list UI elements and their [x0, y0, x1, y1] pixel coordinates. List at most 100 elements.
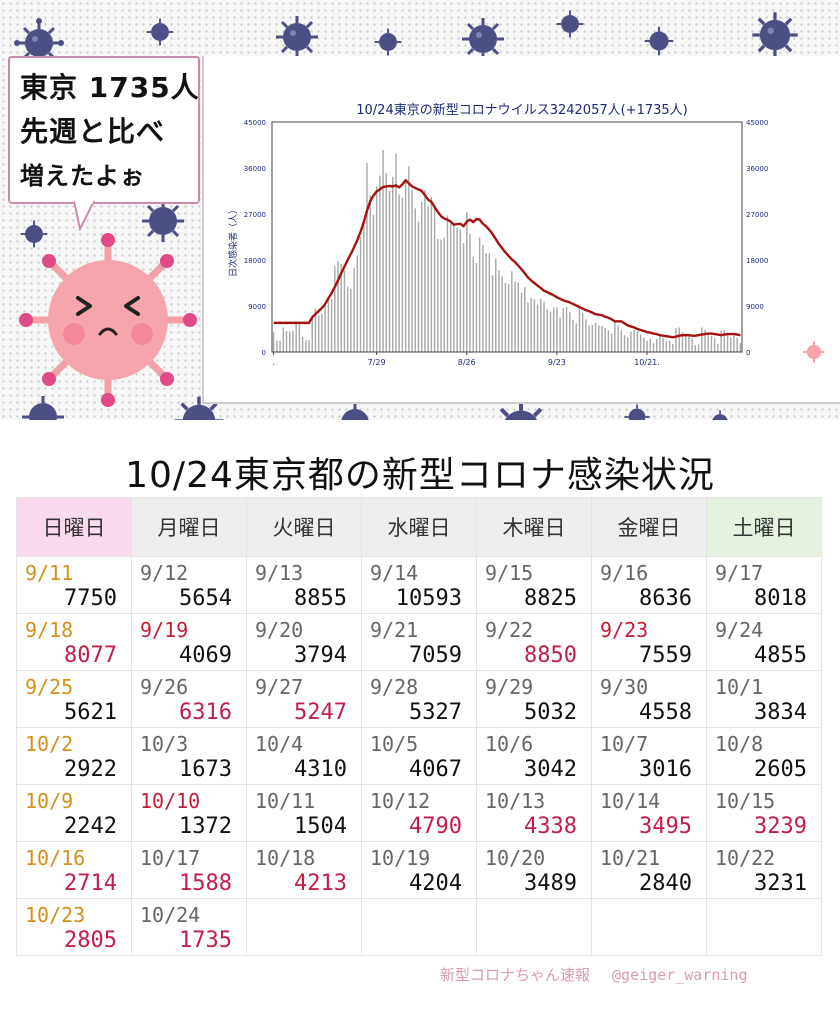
- table-row: 10/2 2922 10/3 1673 10/4 4310 10/5 4067 10/6 3042…: [16, 727, 822, 785]
- bar: [643, 337, 645, 352]
- bar: [321, 314, 323, 352]
- day-cell: 10/6 3042: [476, 727, 592, 785]
- day-cell: [706, 898, 822, 956]
- day-cell: 9/23 7559: [591, 613, 707, 671]
- day-cell: 9/19 4069: [131, 613, 247, 671]
- x-tick-label: 10/21.: [634, 358, 660, 367]
- cell-value: 1673: [179, 757, 232, 782]
- bar: [588, 325, 590, 352]
- table-row: 10/23 2805 10/24 1735: [16, 898, 822, 956]
- virus-icon: [276, 16, 318, 58]
- bar: [379, 175, 381, 352]
- x-tick-label: .: [272, 358, 275, 367]
- bar: [404, 178, 407, 352]
- cell-value: 5654: [179, 586, 232, 611]
- day-cell: 9/15 8825: [476, 556, 592, 614]
- bar: [549, 311, 552, 352]
- bubble-line-compare: 先週と比べ: [20, 115, 166, 148]
- bar: [289, 331, 291, 352]
- x-tick-label: 9/23: [548, 358, 566, 367]
- cell-date: 10/23: [25, 903, 86, 927]
- bar: [276, 340, 278, 352]
- bar: [372, 215, 375, 352]
- cell-value: 3794: [294, 643, 347, 668]
- day-cell: [591, 898, 707, 956]
- x-tick-label: 8/26: [458, 358, 476, 367]
- day-cell: [476, 898, 592, 956]
- cell-value: 5621: [64, 700, 117, 725]
- bar: [385, 173, 388, 352]
- bar: [308, 340, 310, 352]
- cell-date: 10/13: [485, 789, 546, 813]
- virus-icon: [20, 220, 48, 248]
- day-cell: 10/13 4338: [476, 784, 592, 842]
- bar: [482, 244, 484, 352]
- bar: [485, 253, 487, 352]
- bar: [420, 201, 423, 352]
- bar: [359, 237, 362, 352]
- cell-date: 9/21: [370, 618, 419, 642]
- virus-icon: [374, 28, 402, 56]
- bar: [517, 282, 520, 352]
- day-cell: 10/8 2605: [706, 727, 822, 785]
- bar: [295, 322, 297, 352]
- bar: [346, 286, 349, 352]
- cell-value: 8077: [64, 643, 117, 668]
- cell-value: 2242: [64, 814, 117, 839]
- credit-line: 新型コロナちゃん速報 @geiger_warning: [440, 964, 769, 985]
- bar: [604, 327, 606, 352]
- bar: [472, 256, 474, 352]
- cell-value: 4558: [639, 700, 692, 725]
- cell-value: 8825: [524, 586, 577, 611]
- cell-date: 10/15: [715, 789, 776, 813]
- bubble-tail-icon: [74, 201, 96, 231]
- day-cell: 9/20 3794: [246, 613, 362, 671]
- cell-value: 3495: [639, 814, 692, 839]
- cell-date: 9/29: [485, 675, 534, 699]
- cell-value: 2805: [64, 928, 117, 953]
- cell-date: 10/5: [370, 732, 419, 756]
- bar: [726, 334, 729, 352]
- bubble-line-increase: 増えたよぉ: [20, 162, 145, 190]
- cell-value: 7059: [409, 643, 462, 668]
- bar: [556, 307, 558, 352]
- day-cell: 9/25 5621: [16, 670, 132, 728]
- bar: [617, 325, 619, 352]
- header-tuesday: 火曜日: [246, 497, 362, 557]
- bar: [704, 330, 706, 352]
- y-tick-label-right: 45000: [746, 119, 768, 127]
- virus-icon: [556, 10, 584, 38]
- header-thursday: 木曜日: [476, 497, 592, 557]
- cell-value: 3042: [524, 757, 577, 782]
- bar: [411, 189, 413, 352]
- bar: [330, 299, 333, 352]
- bar: [530, 297, 532, 352]
- plot-frame: [271, 121, 743, 353]
- credit-handle: @geiger_warning: [612, 966, 748, 984]
- cell-date: 10/8: [715, 732, 764, 756]
- cell-value: 7559: [639, 643, 692, 668]
- bar: [649, 338, 651, 352]
- moving-average-line: [273, 179, 741, 339]
- bar: [475, 263, 478, 352]
- bar: [459, 229, 462, 352]
- bar: [623, 335, 626, 352]
- day-cell: 10/19 4204: [361, 841, 477, 899]
- cell-date: 10/16: [25, 846, 86, 870]
- bar: [536, 304, 539, 352]
- bar: [501, 276, 503, 352]
- cell-date: 10/2: [25, 732, 74, 756]
- bar: [340, 264, 342, 352]
- table-row: 9/11 7750 9/12 5654 9/13 8855 9/14 10593 9/15 882…: [16, 556, 822, 614]
- bar: [591, 324, 594, 352]
- chart-title: 10/24東京の新型コロナウイルス3242057人(+1735人): [356, 102, 687, 118]
- day-cell: 10/18 4213: [246, 841, 362, 899]
- bar: [675, 327, 677, 352]
- day-cell: 10/10 1372: [131, 784, 247, 842]
- bar: [382, 150, 384, 352]
- bar: [414, 208, 416, 352]
- cell-date: 10/10: [140, 789, 201, 813]
- bar: [369, 195, 371, 352]
- cell-value: 3834: [754, 700, 807, 725]
- bar: [292, 330, 294, 352]
